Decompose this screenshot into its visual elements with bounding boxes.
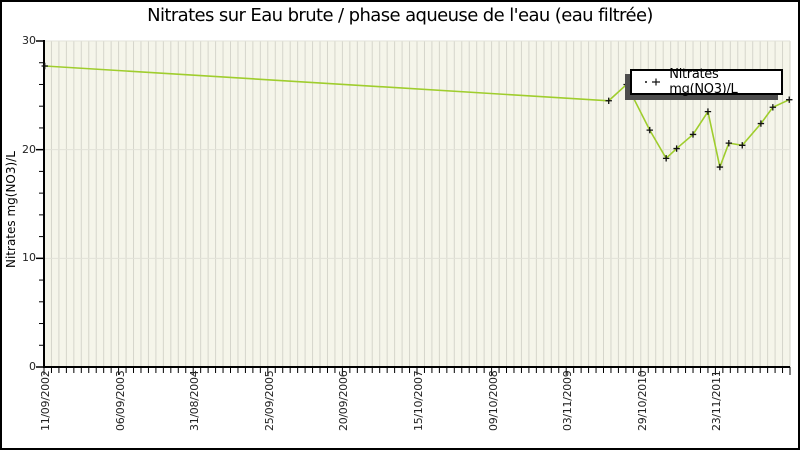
x-tick-label: 25/09/2005 bbox=[262, 370, 276, 431]
data-point-marker bbox=[605, 97, 612, 104]
y-tick-label: 10 bbox=[22, 251, 36, 265]
data-point-marker bbox=[41, 62, 48, 70]
data-point-marker bbox=[757, 120, 765, 127]
x-tick-label: 03/11/2009 bbox=[561, 370, 575, 431]
data-point-marker bbox=[704, 108, 712, 115]
data-point-marker bbox=[662, 155, 670, 162]
data-point-marker bbox=[739, 142, 746, 149]
legend-label: Nitrates mg(NO3)/L bbox=[669, 67, 738, 97]
y-tick-label: 20 bbox=[22, 142, 36, 156]
y-tick-label: 0 bbox=[29, 360, 36, 373]
data-point-marker bbox=[786, 96, 793, 103]
x-tick-label: 23/11/2011 bbox=[710, 370, 724, 431]
data-point-marker bbox=[769, 104, 777, 111]
data-point-marker bbox=[623, 81, 630, 88]
x-tick-label: 20/09/2006 bbox=[337, 370, 351, 431]
x-tick-label: 11/09/2002 bbox=[39, 370, 52, 431]
legend: Nitrates mg(NO3)/L bbox=[630, 67, 783, 97]
x-tick-label: 29/10/2010 bbox=[635, 370, 649, 431]
data-point-marker bbox=[689, 131, 697, 138]
data-point-marker bbox=[716, 163, 724, 171]
y-tick-label: 30 bbox=[22, 34, 36, 47]
data-point-marker bbox=[673, 145, 680, 152]
chart-title: Nitrates sur Eau brute / phase aqueuse d… bbox=[147, 5, 653, 26]
data-point-marker bbox=[725, 139, 733, 147]
x-tick-label: 09/10/2008 bbox=[486, 370, 500, 431]
x-tick-label: 31/08/2004 bbox=[188, 370, 202, 431]
data-point-marker bbox=[646, 126, 653, 134]
x-tick-label: 15/10/2007 bbox=[412, 370, 425, 431]
x-tick-label: 06/09/2003 bbox=[113, 370, 127, 431]
series-marker-icon bbox=[645, 78, 660, 86]
